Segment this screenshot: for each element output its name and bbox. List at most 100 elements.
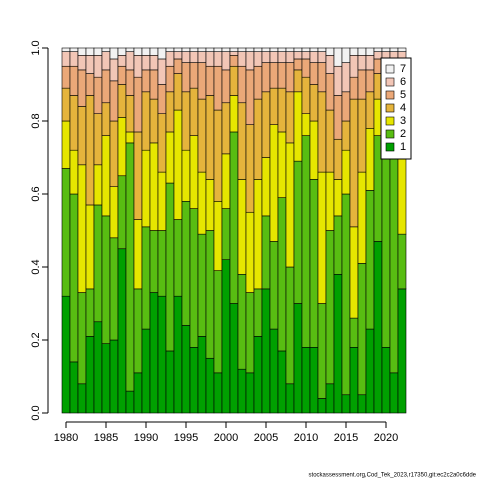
bar-segment xyxy=(141,91,151,151)
bar-segment xyxy=(221,259,231,414)
bar-segment xyxy=(197,47,207,52)
bar-segment xyxy=(237,51,247,67)
bar-segment xyxy=(333,179,343,217)
bar-segment xyxy=(277,197,287,352)
bar-segment xyxy=(381,346,391,414)
bar-segment xyxy=(325,109,335,173)
bar-segment xyxy=(125,390,135,414)
bar-segment xyxy=(229,131,239,304)
bar-segment xyxy=(349,47,359,56)
bar-segment xyxy=(69,193,79,363)
bar-segment xyxy=(293,91,303,162)
bar-segment xyxy=(349,54,359,78)
bar-segment xyxy=(357,47,367,56)
bar-segment xyxy=(61,295,71,414)
bar-segment xyxy=(325,171,335,231)
bar-segment xyxy=(173,219,183,297)
bar-segment xyxy=(157,171,167,231)
bar-segment xyxy=(213,109,223,202)
bar-segment xyxy=(133,54,143,78)
bar-segment xyxy=(357,263,367,396)
bar-segment xyxy=(397,47,407,52)
bar-segment xyxy=(133,219,143,290)
bar-segment xyxy=(365,328,375,414)
bar-segment xyxy=(149,47,159,56)
bar-segment xyxy=(293,69,303,93)
bar-segment xyxy=(133,131,143,220)
bar-segment xyxy=(309,120,319,180)
bar-segment xyxy=(117,248,127,414)
bar-segment xyxy=(189,346,199,414)
bar-segment xyxy=(173,73,183,111)
y-tick-label: 0.0 xyxy=(30,405,42,420)
bar-segment xyxy=(69,95,79,151)
bar-segment xyxy=(61,87,71,122)
bar-segment xyxy=(109,120,119,187)
bar-segment xyxy=(309,62,319,85)
bar-segment xyxy=(157,58,167,85)
bar-segment xyxy=(205,230,215,359)
legend-swatch xyxy=(385,103,395,113)
bar-segment xyxy=(133,76,143,133)
legend-label: 3 xyxy=(400,115,406,127)
footer: stockassessment.org,Cod_Tek_2023,r17350,… xyxy=(309,473,477,479)
bar-segment xyxy=(109,80,119,122)
bar-segment xyxy=(189,47,199,52)
bar-segment xyxy=(341,47,351,63)
bar-segment xyxy=(237,102,247,180)
bar-segment xyxy=(165,51,175,67)
bar-segment xyxy=(213,51,223,67)
bar-segment xyxy=(317,47,327,52)
x-tick-label: 1990 xyxy=(134,432,158,444)
bar-segment xyxy=(349,346,359,414)
bar-segment xyxy=(261,51,271,63)
bar-segment xyxy=(309,47,319,52)
bar-segment xyxy=(245,211,255,293)
bar-segment xyxy=(229,303,239,414)
bar-segment xyxy=(325,54,335,74)
bar-segment xyxy=(197,62,207,100)
x-tick-label: 1980 xyxy=(54,432,78,444)
bar-segment xyxy=(245,69,255,125)
bar-segment xyxy=(277,51,287,63)
bar-segment xyxy=(77,383,87,414)
legend-swatch xyxy=(385,64,395,74)
bar-segment xyxy=(357,394,367,414)
bar-segment xyxy=(285,91,295,144)
bar-segment xyxy=(141,226,151,330)
bar-segment xyxy=(125,142,135,392)
bar-segment xyxy=(85,204,95,290)
bar-segment xyxy=(293,51,303,60)
bar-segment xyxy=(197,233,207,337)
bar-segment xyxy=(285,142,295,268)
bar-segment xyxy=(213,201,223,271)
bar-segment xyxy=(181,47,191,52)
bar-segment xyxy=(173,295,183,414)
bar-segment xyxy=(301,346,311,414)
bar-segment xyxy=(213,270,223,374)
bar-segment xyxy=(309,179,319,348)
bar-segment xyxy=(149,230,159,293)
x-tick-label: 2005 xyxy=(254,432,278,444)
bar-segment xyxy=(101,102,111,136)
bar-segment xyxy=(165,131,175,184)
bar-segment xyxy=(133,372,143,414)
bar-segment xyxy=(77,164,87,293)
bar-segment xyxy=(125,69,135,96)
bar-segment xyxy=(205,65,215,96)
bar-segment xyxy=(77,54,87,71)
bar-segment xyxy=(149,54,159,71)
bar-segment xyxy=(189,135,199,209)
bar-segment xyxy=(269,62,279,89)
bar-segment xyxy=(237,273,247,370)
bar-segment xyxy=(165,182,175,352)
bar-segment xyxy=(389,157,399,374)
bar-segment xyxy=(173,47,183,52)
bar-segment xyxy=(141,54,151,71)
bar-segment xyxy=(341,193,351,396)
bar-segment xyxy=(101,135,111,217)
bar-segment xyxy=(261,288,271,414)
bar-segment xyxy=(301,47,311,52)
bar-segment xyxy=(333,138,343,180)
bar-segment xyxy=(293,58,303,71)
